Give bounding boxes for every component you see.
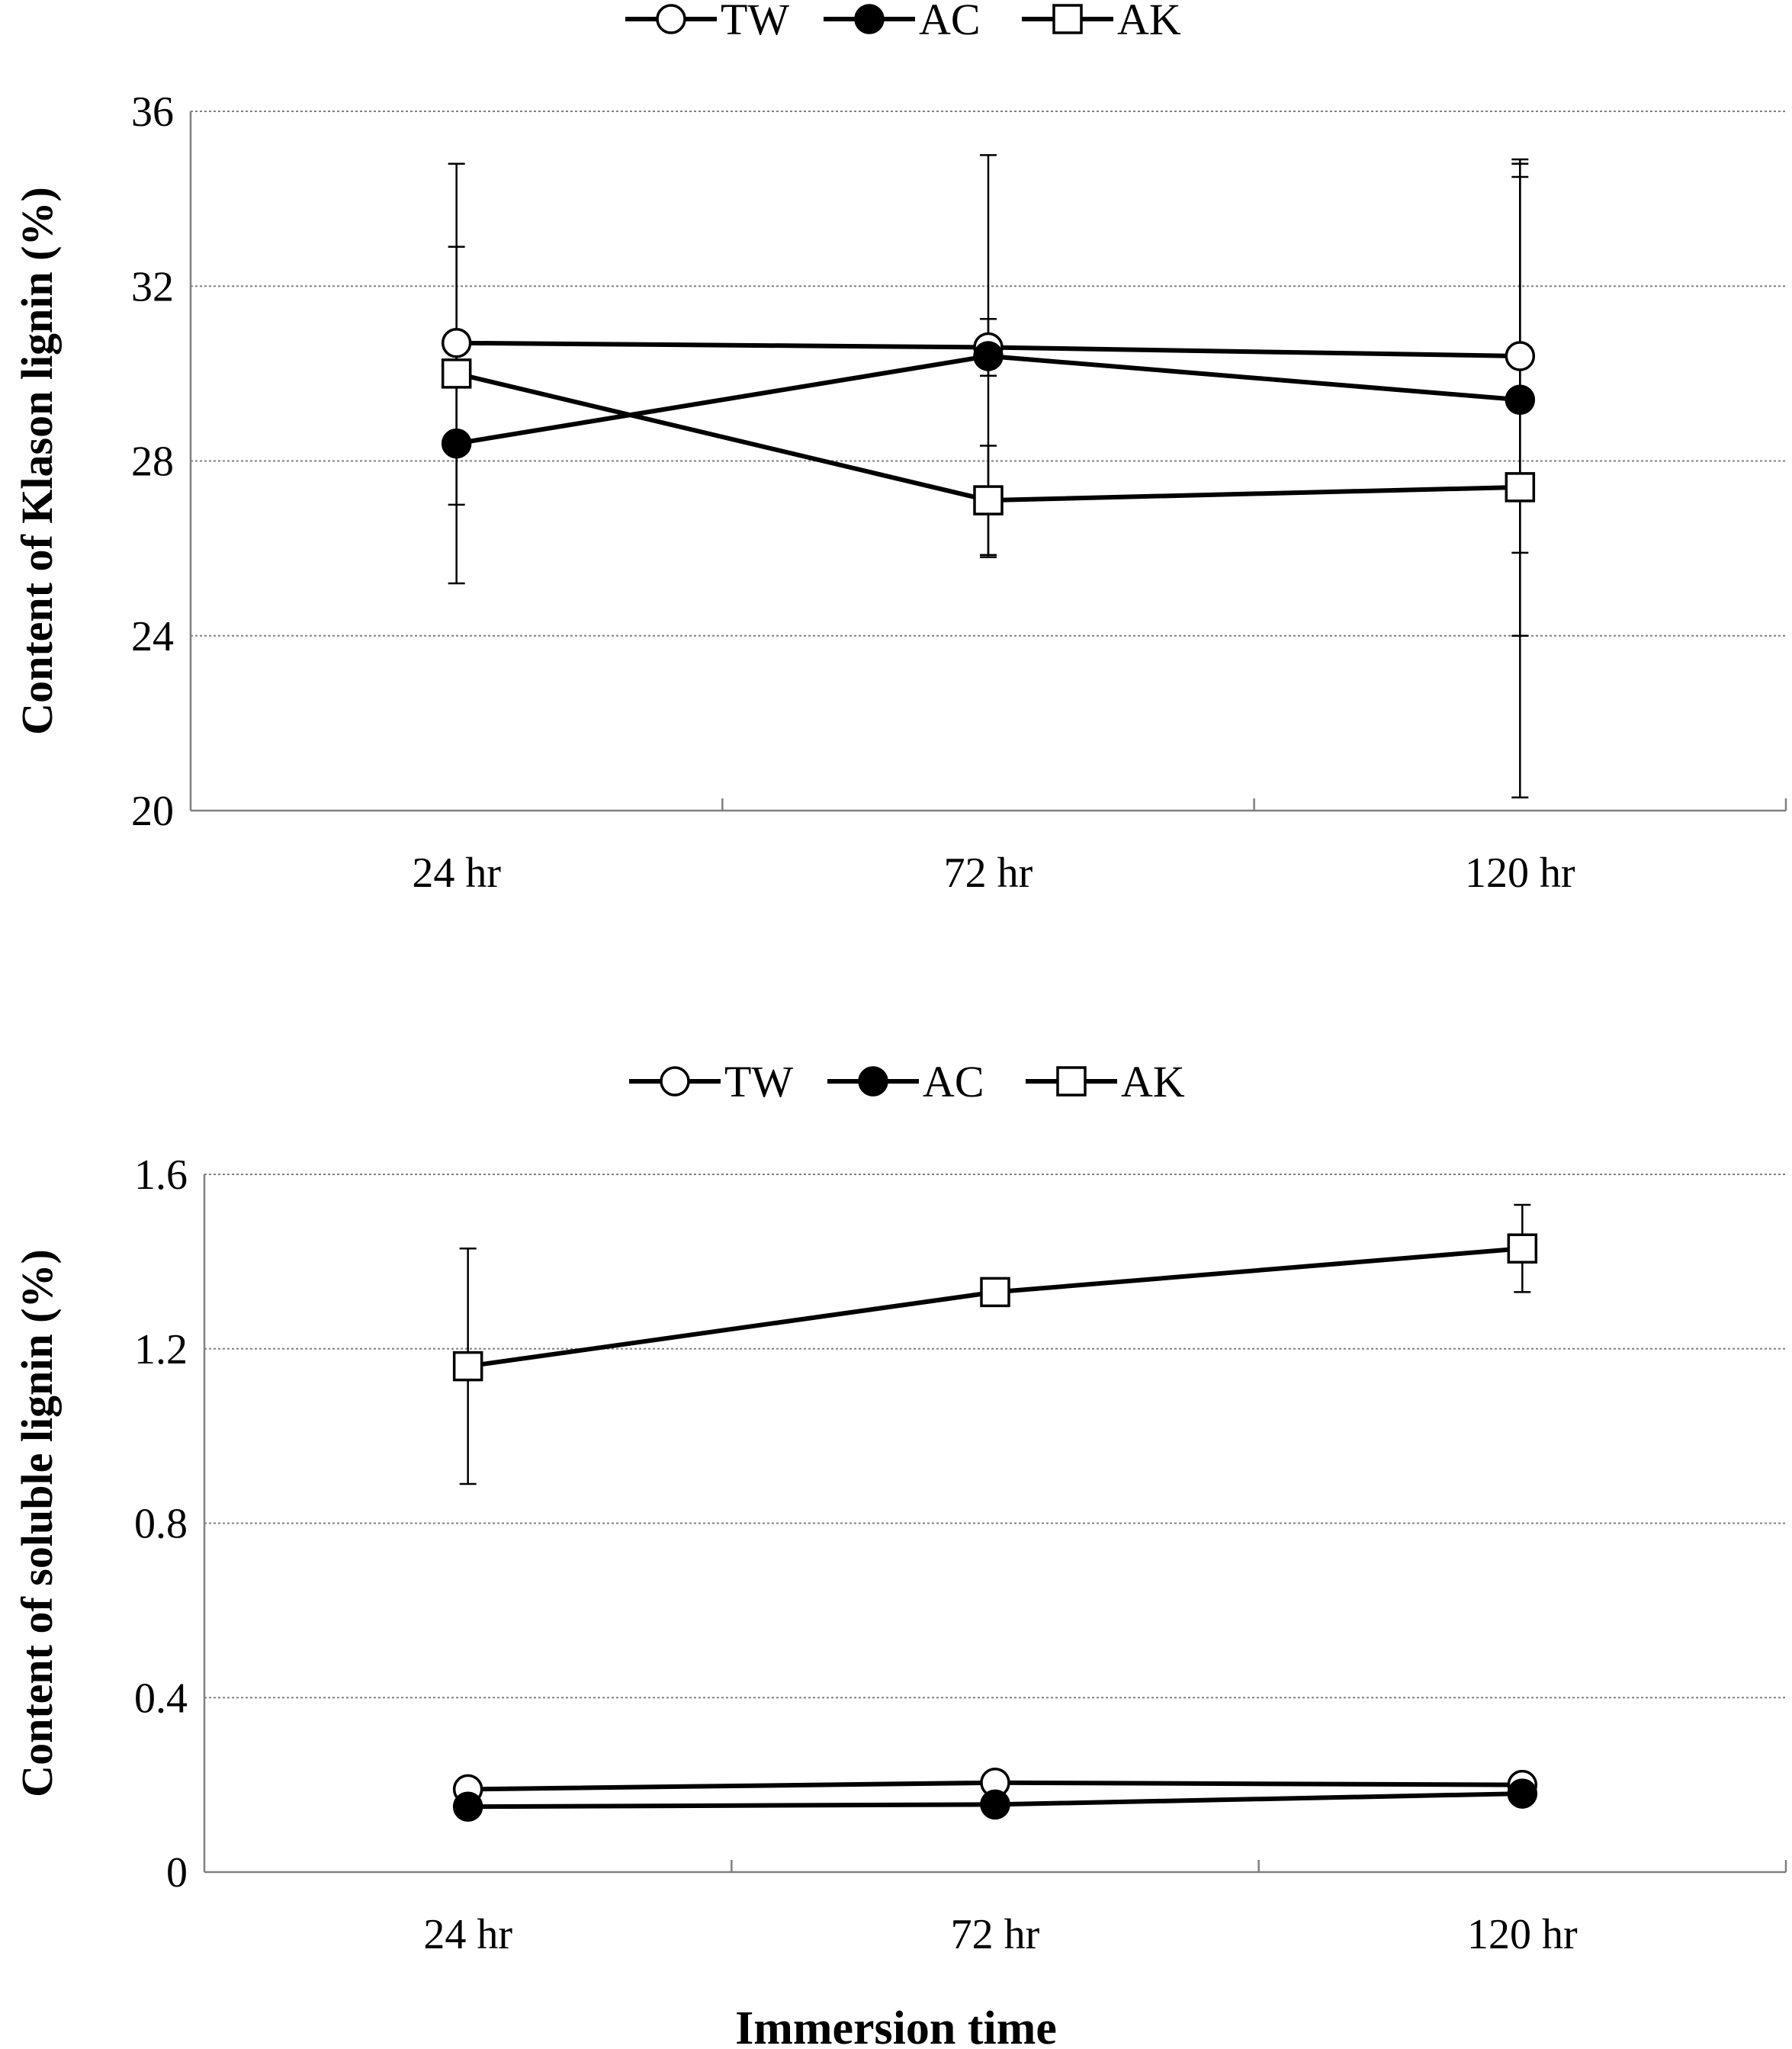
x-axis-title: Immersion time (735, 2002, 1057, 2049)
data-point-ac (441, 428, 472, 459)
legend-label-ac: AC (923, 1057, 984, 1106)
data-point-ak (452, 1350, 483, 1382)
x-tick-label: 120 hr (1467, 1911, 1578, 1958)
soluble-lignin-chart: 0 0.4 0.8 1.2 1.6 24 hr 72 hr 120 hr Content of … (12, 1057, 1787, 1958)
legend-marker-ak (1056, 1066, 1087, 1097)
x-tick-label: 120 hr (1465, 849, 1575, 897)
y-tick-label: 32 (131, 263, 174, 310)
y-tick-label: 0 (166, 1849, 188, 1896)
y-tick-label: 24 (131, 613, 174, 660)
data-point-ak (973, 485, 1004, 515)
legend-marker-tw (660, 1066, 690, 1097)
y-axis-title: Content of Klason lignin (%) (12, 187, 62, 735)
data-point-ac (1505, 384, 1536, 416)
legend-marker-ac (858, 1066, 888, 1097)
data-point-ac (973, 341, 1004, 371)
legend-label-tw: TW (724, 1057, 793, 1106)
y-tick-label: 1.6 (134, 1151, 188, 1199)
legend-marker-ac (854, 4, 885, 34)
legend-label-ak: AK (1121, 1057, 1185, 1106)
x-tick-label: 72 hr (944, 849, 1033, 897)
y-tick-label: 1.2 (134, 1326, 188, 1373)
legend-label-ak: AK (1117, 0, 1181, 44)
y-tick-label: 0.8 (134, 1501, 188, 1548)
legend-label-ac: AC (919, 0, 981, 44)
data-point-ac (980, 1789, 1010, 1820)
y-axis-title: Content of soluble lignin (%) (12, 1249, 62, 1797)
y-tick-label: 28 (131, 438, 174, 486)
data-point-ak (441, 358, 472, 389)
data-point-ac (452, 1791, 483, 1822)
y-tick-label: 0.4 (134, 1675, 188, 1722)
data-point-tw (1505, 341, 1536, 371)
data-point-tw (441, 328, 472, 358)
data-point-ac (1507, 1778, 1538, 1809)
legend-label-tw: TW (721, 0, 789, 44)
y-tick-label: 20 (131, 788, 174, 835)
legend-marker-tw (656, 4, 686, 34)
data-point-ak (1505, 472, 1536, 503)
klason-lignin-chart: 20 24 28 32 36 24 hr 72 hr 120 hr Content of Kla… (12, 0, 1787, 897)
x-tick-label: 24 hr (412, 849, 501, 897)
x-tick-label: 72 hr (951, 1911, 1040, 1958)
x-tick-label: 24 hr (423, 1911, 512, 1958)
y-tick-label: 36 (131, 88, 174, 136)
data-point-ak (1507, 1233, 1538, 1264)
legend-marker-ak (1052, 4, 1083, 34)
data-point-ak (980, 1277, 1010, 1308)
